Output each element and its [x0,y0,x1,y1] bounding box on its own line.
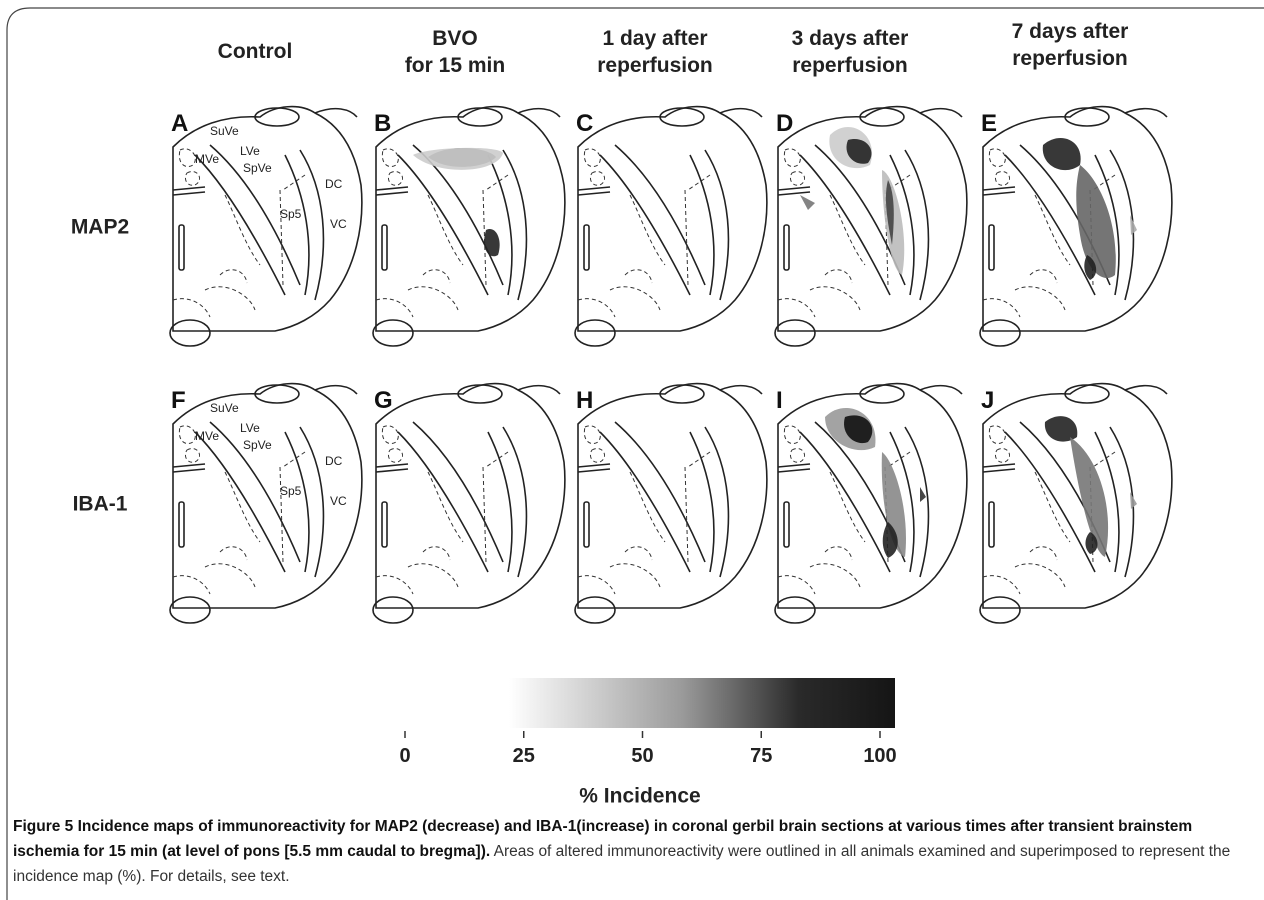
region-label: SuVe [210,401,239,415]
region-label: VC [330,494,347,508]
section-outline [775,107,967,346]
brain-section: D [775,107,967,346]
brain-section: C [575,107,767,346]
panel-letter: D [776,110,793,137]
panel-letter: E [981,110,997,137]
incidence-area [800,195,815,210]
panel-letter: B [374,110,391,137]
panel-letter: F [171,387,186,414]
column-header: 7 days after [1012,20,1129,43]
region-label: Sp5 [280,484,302,498]
colorbar-axis: 0 25 50 75 100 [399,731,896,767]
column-header: BVO [432,27,478,50]
panel-letter: A [171,110,188,137]
brain-section: G [373,384,565,623]
column-header: 1 day after [602,27,707,50]
section-outline [775,384,967,623]
column-header: for 15 min [405,54,505,77]
incidence-area [1130,492,1137,509]
section-outline [373,384,565,623]
brain-section: H [575,384,767,623]
column-header: reperfusion [597,54,713,77]
region-label: SuVe [210,124,239,138]
brain-section: I [775,384,967,623]
column-header: reperfusion [792,54,908,77]
region-label: VC [330,217,347,231]
incidence-area [413,148,503,170]
panel-letter: H [576,387,593,414]
colorbar-tick-label: 25 [513,745,535,767]
row-label: MAP2 [71,216,129,239]
section-outline [980,107,1172,346]
region-label: LVe [240,144,260,158]
region-label: SpVe [243,438,272,452]
caption: Figure 5 Incidence maps of immunoreactiv… [13,814,1258,889]
incidence-area [1130,215,1137,235]
panel-letter: C [576,110,593,137]
incidence-area [484,229,499,256]
column-header: Control [218,40,293,63]
incidence-area [1076,165,1116,278]
colorbar-tick-label: 75 [750,745,772,767]
panel-letter: J [981,387,994,414]
region-label: DC [325,177,343,191]
colorbar [509,678,895,728]
region-label: Sp5 [280,207,302,221]
colorbar-tick-label: 0 [399,745,410,767]
incidence-area [1043,138,1081,170]
figure: ASuVeLVeMVeSpVeSp5DCVCBCDEFSuVeLVeMVeSpV… [0,0,1264,900]
colorbar-tick-label: 50 [631,745,653,767]
region-label: DC [325,454,343,468]
section-outline [575,384,767,623]
brain-section: J [980,384,1172,623]
panel-letter: G [374,387,393,414]
colorbar-label: % Incidence [579,785,700,808]
brain-section: E [980,107,1172,346]
section-outline [373,107,565,346]
section-outline [575,107,767,346]
colorbar-tick-label: 100 [863,745,896,767]
region-label: MVe [195,429,219,443]
column-header: reperfusion [1012,47,1128,70]
panel-letter: I [776,387,783,414]
row-label: IBA-1 [73,493,128,516]
region-label: SpVe [243,161,272,175]
figure-graphic: ASuVeLVeMVeSpVeSp5DCVCBCDEFSuVeLVeMVeSpV… [0,0,1264,900]
region-label: MVe [195,152,219,166]
brain-section: B [373,107,565,346]
incidence-area [1045,416,1077,441]
section-outline [980,384,1172,623]
incidence-area [920,487,926,502]
column-header: 3 days after [792,27,909,50]
region-label: LVe [240,421,260,435]
